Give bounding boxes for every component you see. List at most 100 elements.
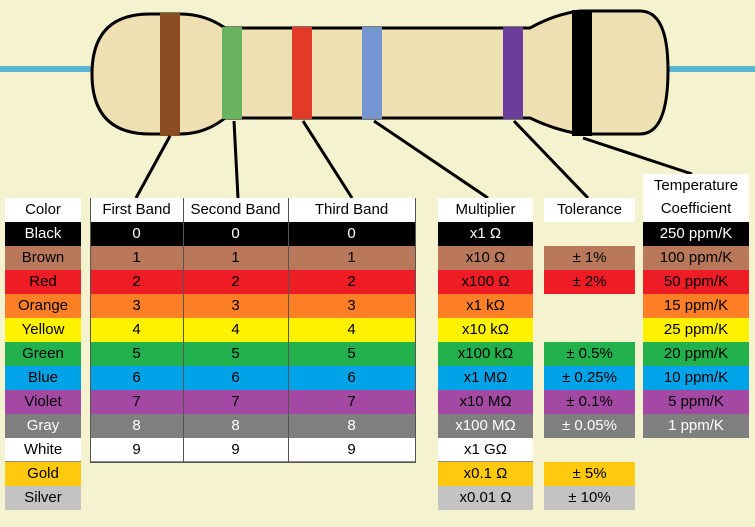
- tolerance-cell-blue: ± 0.25%: [544, 366, 635, 390]
- digit-cell-blue: 6: [288, 366, 415, 390]
- band-column-divider: [183, 198, 184, 462]
- multiplier-cell-silver: x0.01 Ω: [438, 486, 533, 510]
- tempco-cell-blue: 10 ppm/K: [643, 366, 749, 390]
- tolerance-cell-gray: ± 0.05%: [544, 414, 635, 438]
- digit-cell-blue: 6: [183, 366, 288, 390]
- multiplier-cell-brown: x10 Ω: [438, 246, 533, 270]
- tempco-cell-red: 50 ppm/K: [643, 270, 749, 294]
- tolerance-cell-silver: ± 10%: [544, 486, 635, 510]
- multiplier-cell-blue: x1 MΩ: [438, 366, 533, 390]
- digit-cell-brown: 1: [183, 246, 288, 270]
- multiplier-cell-red: x100 Ω: [438, 270, 533, 294]
- color-name-silver: Silver: [5, 486, 81, 510]
- color-name-green: Green: [5, 342, 81, 366]
- tolerance-cell-green: ± 0.5%: [544, 342, 635, 366]
- band-table-right-border: [415, 198, 416, 462]
- tempco-band: [572, 10, 592, 136]
- tolerance-band: [503, 27, 523, 119]
- digit-cell-white: 9: [90, 438, 183, 462]
- digit-cell-brown: 1: [90, 246, 183, 270]
- tempco-cell-gray: 1 ppm/K: [643, 414, 749, 438]
- band-table-bottom-border: [90, 462, 416, 463]
- digit-cell-violet: 7: [288, 390, 415, 414]
- multiplier-cell-black: x1 Ω: [438, 222, 533, 246]
- digit-cell-black: 0: [183, 222, 288, 246]
- band-column-divider: [288, 198, 289, 462]
- header-band1: First Band: [90, 198, 183, 222]
- first-band-pointer: [134, 135, 172, 199]
- header-text-color: Color: [25, 201, 61, 218]
- third-band: [292, 27, 312, 119]
- digit-cell-orange: 3: [183, 294, 288, 318]
- digit-cell-red: 2: [90, 270, 183, 294]
- digit-cell-gray: 8: [288, 414, 415, 438]
- digit-cell-blue: 6: [90, 366, 183, 390]
- tolerance-band-pointer: [512, 119, 590, 200]
- digit-cell-yellow: 4: [90, 318, 183, 342]
- tempco-cell-black: 250 ppm/K: [643, 222, 749, 246]
- band-column-divider: [90, 198, 91, 462]
- digit-cell-green: 5: [288, 342, 415, 366]
- header-band2: Second Band: [183, 198, 288, 222]
- digit-cell-gray: 8: [90, 414, 183, 438]
- tempco-cell-violet: 5 ppm/K: [643, 390, 749, 414]
- header-text-tempco-line2: Coefficient: [660, 200, 732, 217]
- header-tolerance: Tolerance: [544, 198, 635, 222]
- digit-cell-red: 2: [288, 270, 415, 294]
- multiplier-cell-white: x1 GΩ: [438, 438, 533, 462]
- color-name-black: Black: [5, 222, 81, 246]
- header-text-tempco-line1: Temperature: [653, 177, 739, 194]
- first-band: [160, 13, 180, 136]
- multiplier-cell-gold: x0.1 Ω: [438, 462, 533, 486]
- digit-cell-orange: 3: [90, 294, 183, 318]
- header-tempco-line1: Temperature Coefficient: [643, 174, 749, 222]
- color-name-yellow: Yellow: [5, 318, 81, 342]
- color-name-orange: Orange: [5, 294, 81, 318]
- multiplier-cell-gray: x100 MΩ: [438, 414, 533, 438]
- multiplier-band-pointer: [373, 119, 489, 200]
- second-band: [222, 27, 242, 119]
- digit-cell-yellow: 4: [183, 318, 288, 342]
- multiplier-band: [362, 27, 382, 119]
- digit-cell-white: 9: [183, 438, 288, 462]
- color-name-white: White: [5, 438, 81, 462]
- digit-cell-violet: 7: [90, 390, 183, 414]
- color-name-gray: Gray: [5, 414, 81, 438]
- header-text-tolerance: Tolerance: [556, 201, 623, 218]
- third-band-pointer: [301, 120, 354, 199]
- second-band-pointer: [232, 120, 240, 199]
- header-text-multiplier: Multiplier: [455, 201, 516, 218]
- tolerance-cell-brown: ± 1%: [544, 246, 635, 270]
- header-text-band1: First Band: [102, 201, 171, 218]
- color-name-red: Red: [5, 270, 81, 294]
- tempco-cell-brown: 100 ppm/K: [643, 246, 749, 270]
- tempco-cell-yellow: 25 ppm/K: [643, 318, 749, 342]
- tolerance-cell-red: ± 2%: [544, 270, 635, 294]
- tempco-cell-green: 20 ppm/K: [643, 342, 749, 366]
- color-name-brown: Brown: [5, 246, 81, 270]
- digit-cell-white: 9: [288, 438, 415, 462]
- digit-cell-black: 0: [288, 222, 415, 246]
- header-text-band3: Third Band: [314, 201, 389, 218]
- tempco-cell-orange: 15 ppm/K: [643, 294, 749, 318]
- multiplier-cell-orange: x1 kΩ: [438, 294, 533, 318]
- header-multiplier: Multiplier: [438, 198, 533, 222]
- color-name-blue: Blue: [5, 366, 81, 390]
- multiplier-cell-violet: x10 MΩ: [438, 390, 533, 414]
- multiplier-cell-yellow: x10 kΩ: [438, 318, 533, 342]
- color-name-gold: Gold: [5, 462, 81, 486]
- multiplier-cell-green: x100 kΩ: [438, 342, 533, 366]
- digit-cell-red: 2: [183, 270, 288, 294]
- digit-cell-yellow: 4: [288, 318, 415, 342]
- tolerance-cell-gold: ± 5%: [544, 462, 635, 486]
- digit-cell-black: 0: [90, 222, 183, 246]
- digit-cell-orange: 3: [288, 294, 415, 318]
- digit-cell-violet: 7: [183, 390, 288, 414]
- header-text-band2: Second Band: [190, 201, 281, 218]
- digit-cell-green: 5: [183, 342, 288, 366]
- digit-cell-brown: 1: [288, 246, 415, 270]
- header-band3: Third Band: [288, 198, 415, 222]
- header-color: Color: [5, 198, 81, 222]
- digit-cell-gray: 8: [183, 414, 288, 438]
- tempco-band-pointer: [582, 136, 693, 176]
